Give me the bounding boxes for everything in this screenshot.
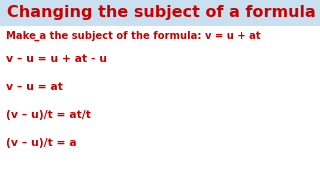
Text: Changing the subject of a formula: Changing the subject of a formula: [7, 6, 316, 21]
FancyBboxPatch shape: [0, 0, 320, 26]
Text: (v – u)/t = a: (v – u)/t = a: [6, 138, 76, 148]
Text: Make ̲a the subject of the formula: v = u + at: Make ̲a the subject of the formula: v = …: [6, 31, 260, 41]
Text: v – u = at: v – u = at: [6, 82, 63, 92]
Text: v – u = u + at - u: v – u = u + at - u: [6, 54, 107, 64]
Text: (v – u)/t = at/t: (v – u)/t = at/t: [6, 110, 91, 120]
